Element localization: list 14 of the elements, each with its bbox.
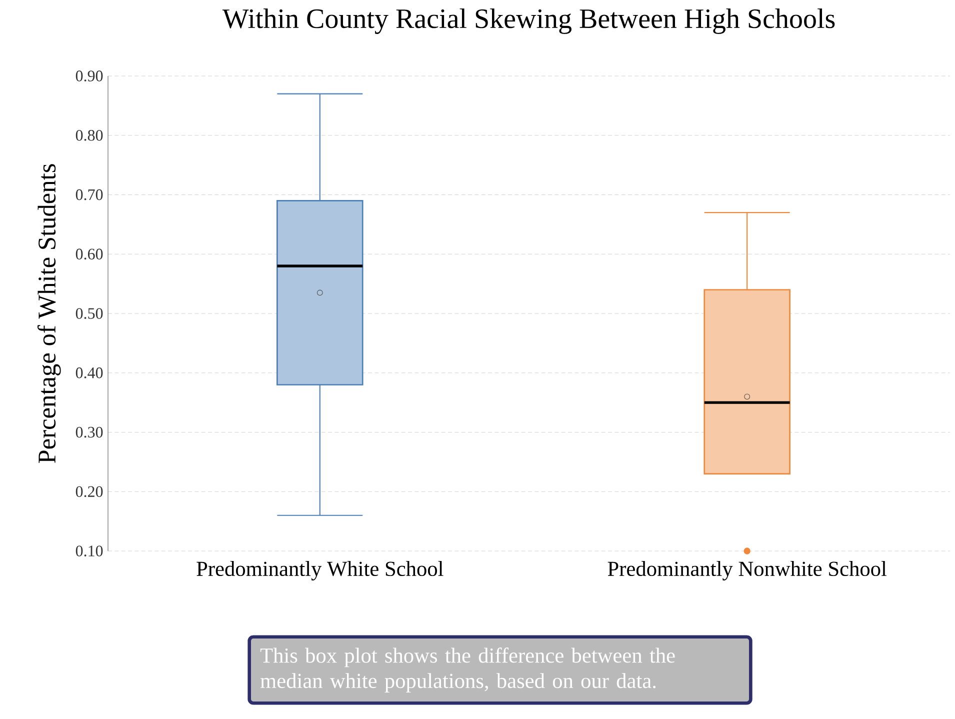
y-tick-label: 0.50 (76, 308, 103, 319)
chart-title: Within County Racial Skewing Between High Schools (222, 8, 835, 34)
y-tick-label: 0.10 (76, 546, 103, 556)
x-tick-label: Predominantly White School (196, 561, 444, 580)
y-tick-label: 0.80 (76, 130, 103, 141)
y-tick-label: 0.60 (76, 248, 103, 260)
y-tick-label: 0.20 (76, 486, 103, 498)
y-tick-label: 0.70 (76, 189, 103, 200)
x-tick-label: Predominantly Nonwhite School (608, 561, 887, 580)
y-axis-title: Percentage of White Students (38, 164, 61, 463)
y-tick-label: 0.40 (76, 367, 103, 378)
y-tick-label: 0.30 (76, 426, 103, 438)
y-tick-label: 0.90 (76, 70, 103, 82)
text: This box plot shows the difference between the median white populations, based on our data. (260, 648, 675, 692)
